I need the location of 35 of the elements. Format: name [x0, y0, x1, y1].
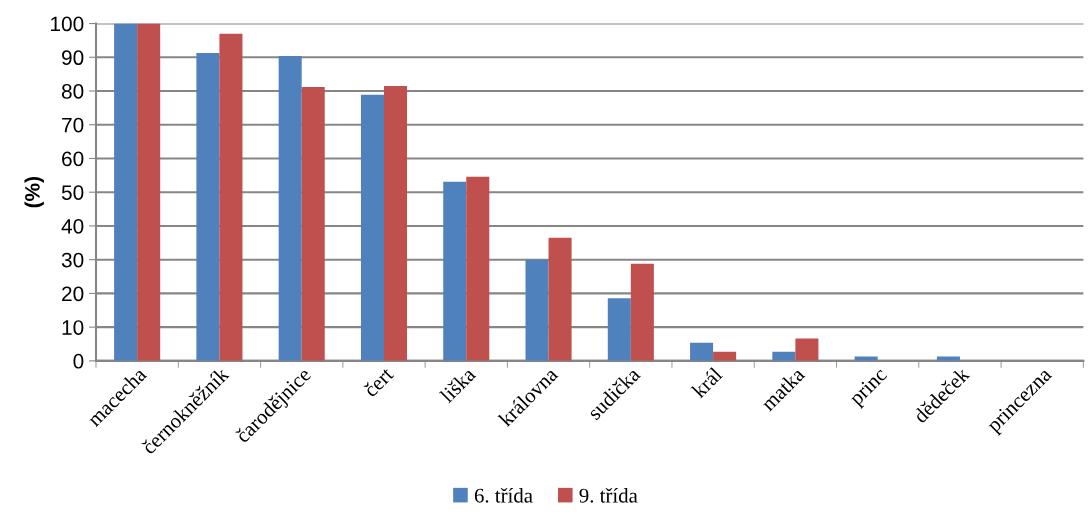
bar — [936, 356, 960, 361]
x-tick-label: král — [690, 366, 724, 399]
y-tick-label: 90 — [62, 50, 84, 66]
y-tick-label: 60 — [62, 151, 84, 167]
x-tick-label: čert — [362, 365, 395, 398]
y-tick-label: 20 — [62, 286, 84, 302]
bar — [383, 85, 408, 361]
y-tick-label: 80 — [61, 84, 84, 99]
bar — [525, 259, 549, 361]
y-tick-label: 50 — [61, 185, 84, 200]
x-tick-label: liška — [438, 365, 477, 404]
legend-label: 6. třída — [474, 487, 533, 503]
bar — [443, 181, 467, 361]
bar — [548, 237, 572, 361]
y-tick-label: 100 — [51, 16, 84, 32]
bar — [630, 263, 654, 361]
bar — [219, 33, 243, 361]
bar — [607, 298, 631, 361]
y-tick-label: 0 — [73, 353, 84, 369]
legend-label: 9. třída — [579, 487, 638, 503]
y-tick-label: 10 — [62, 320, 84, 335]
y-axis-title: (%) — [24, 177, 44, 208]
bar — [278, 55, 302, 361]
y-tick-label: 30 — [61, 252, 84, 268]
bar — [854, 356, 878, 361]
bar — [690, 342, 714, 361]
bar — [137, 23, 161, 361]
bar — [114, 23, 138, 361]
bar — [301, 86, 325, 361]
bar — [466, 176, 490, 361]
bar — [360, 94, 384, 361]
y-tick-label: 70 — [62, 117, 84, 133]
bar — [795, 338, 819, 361]
y-tick-label: 40 — [61, 218, 84, 234]
bar — [196, 52, 220, 361]
